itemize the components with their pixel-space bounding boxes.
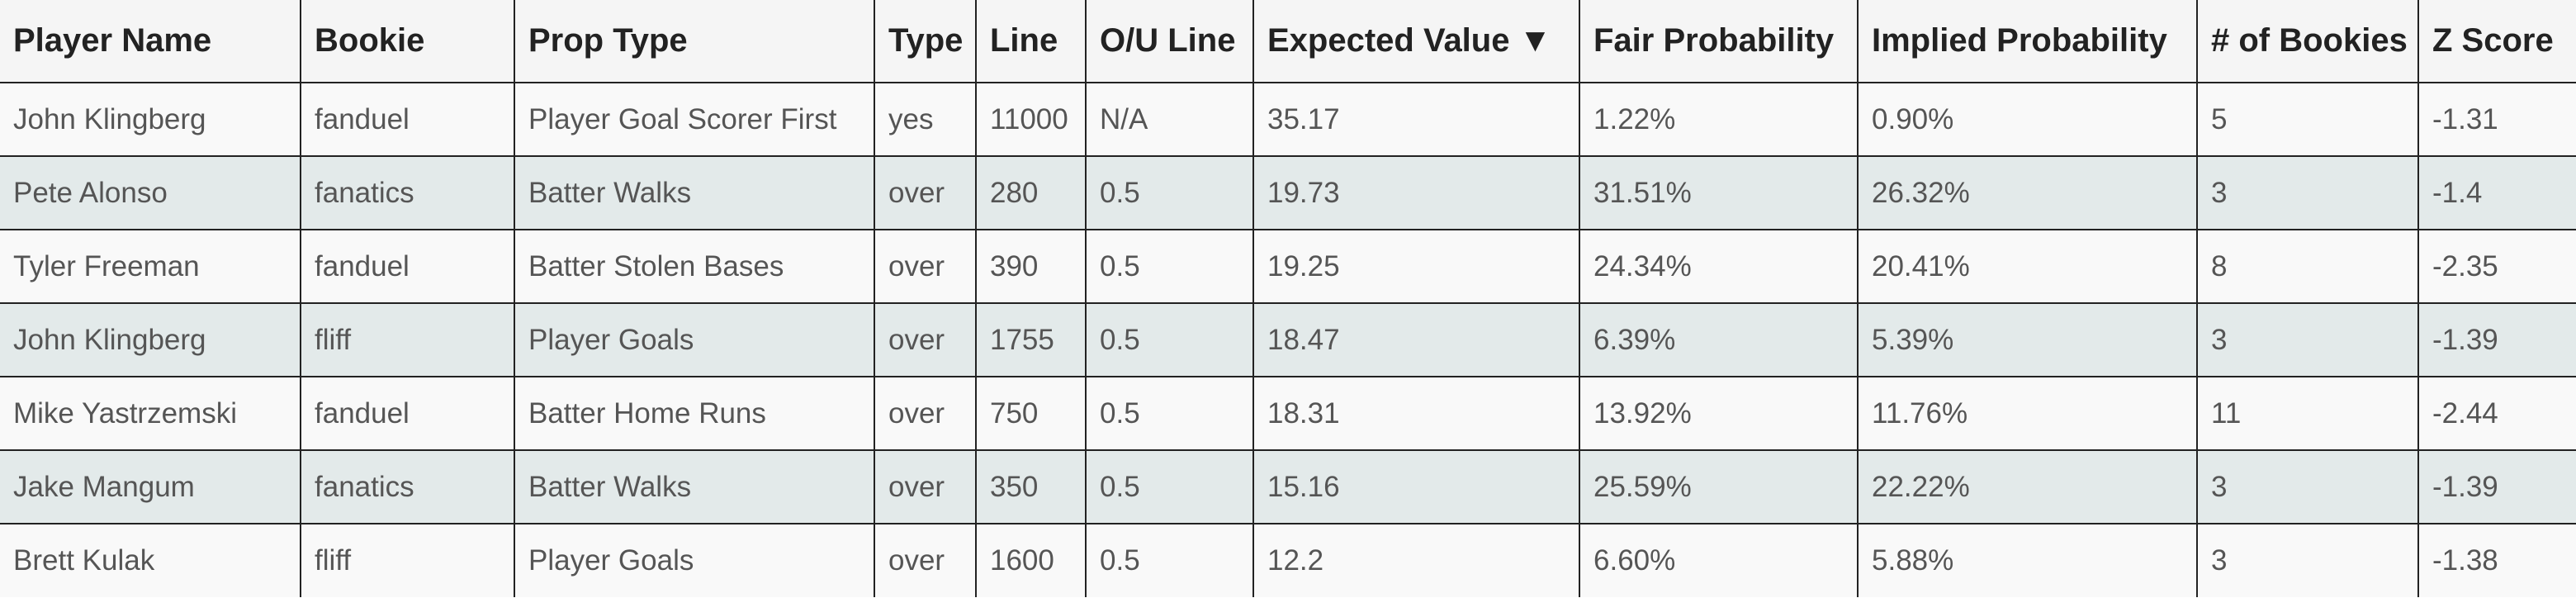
z-score-cell: -1.38 bbox=[2417, 523, 2576, 597]
table-header: Player Name Bookie Prop Type Type Line O… bbox=[0, 0, 2576, 83]
line-cell: 1755 bbox=[975, 302, 1087, 377]
expected-value-cell: 12.2 bbox=[1252, 523, 1580, 597]
expected-value-cell: 35.17 bbox=[1252, 82, 1580, 157]
bookie-cell: fanduel bbox=[300, 229, 515, 304]
prop-type-cell: Batter Home Runs bbox=[514, 376, 875, 451]
bookie-cell: fanatics bbox=[300, 449, 515, 524]
table-row: Pete Alonso fanatics Batter Walks over 280 0.… bbox=[0, 155, 2576, 230]
fair-probability-cell: 13.92% bbox=[1579, 376, 1859, 451]
line-cell: 1600 bbox=[975, 523, 1087, 597]
type-cell: over bbox=[874, 155, 977, 230]
z-score-cell: -1.39 bbox=[2417, 302, 2576, 377]
type-cell: over bbox=[874, 523, 977, 597]
fair-probability-cell: 31.51% bbox=[1579, 155, 1859, 230]
num-bookies-cell: 3 bbox=[2196, 155, 2419, 230]
player-name-cell: Tyler Freeman bbox=[0, 229, 301, 304]
prop-type-cell: Player Goals bbox=[514, 302, 875, 377]
prop-type-cell: Batter Walks bbox=[514, 155, 875, 230]
player-name-cell: Pete Alonso bbox=[0, 155, 301, 230]
ou-line-cell: 0.5 bbox=[1085, 229, 1254, 304]
num-bookies-cell: 3 bbox=[2196, 302, 2419, 377]
player-name-cell: John Klingberg bbox=[0, 302, 301, 377]
implied-probability-cell: 20.41% bbox=[1857, 229, 2198, 304]
bookie-cell: fliff bbox=[300, 302, 515, 377]
table-row: Tyler Freeman fanduel Batter Stolen Bases o… bbox=[0, 229, 2576, 304]
z-score-cell: -1.39 bbox=[2417, 449, 2576, 524]
line-cell: 280 bbox=[975, 155, 1087, 230]
table-row: John Klingberg fliff Player Goals over 1755 0… bbox=[0, 302, 2576, 377]
num-bookies-cell: 11 bbox=[2196, 376, 2419, 451]
implied-probability-cell: 22.22% bbox=[1857, 449, 2198, 524]
fair-probability-cell: 6.39% bbox=[1579, 302, 1859, 377]
expected-value-cell: 18.47 bbox=[1252, 302, 1580, 377]
implied-probability-cell: 26.32% bbox=[1857, 155, 2198, 230]
ou-line-cell: 0.5 bbox=[1085, 523, 1254, 597]
ou-line-cell: 0.5 bbox=[1085, 376, 1254, 451]
column-header-num-bookies[interactable]: # of Bookies bbox=[2196, 0, 2419, 83]
column-header-ou-line[interactable]: O/U Line bbox=[1085, 0, 1254, 83]
ou-line-cell: 0.5 bbox=[1085, 155, 1254, 230]
implied-probability-cell: 11.76% bbox=[1857, 376, 2198, 451]
prop-type-cell: Batter Stolen Bases bbox=[514, 229, 875, 304]
ou-line-cell: 0.5 bbox=[1085, 449, 1254, 524]
column-header-bookie[interactable]: Bookie bbox=[300, 0, 515, 83]
num-bookies-cell: 5 bbox=[2196, 82, 2419, 157]
num-bookies-cell: 3 bbox=[2196, 449, 2419, 524]
column-header-prop-type[interactable]: Prop Type bbox=[514, 0, 875, 83]
z-score-cell: -1.31 bbox=[2417, 82, 2576, 157]
bookie-cell: fliff bbox=[300, 523, 515, 597]
table-row: Brett Kulak fliff Player Goals over 1600 0.5 1… bbox=[0, 523, 2576, 597]
bookie-cell: fanduel bbox=[300, 376, 515, 451]
table-row: Jake Mangum fanatics Batter Walks over 350 0.… bbox=[0, 449, 2576, 524]
prop-type-cell: Player Goal Scorer First bbox=[514, 82, 875, 157]
z-score-cell: -2.35 bbox=[2417, 229, 2576, 304]
num-bookies-cell: 3 bbox=[2196, 523, 2419, 597]
column-header-player-name[interactable]: Player Name bbox=[0, 0, 301, 83]
type-cell: over bbox=[874, 376, 977, 451]
z-score-cell: -2.44 bbox=[2417, 376, 2576, 451]
type-cell: yes bbox=[874, 82, 977, 157]
prop-type-cell: Batter Walks bbox=[514, 449, 875, 524]
implied-probability-cell: 0.90% bbox=[1857, 82, 2198, 157]
expected-value-cell: 19.73 bbox=[1252, 155, 1580, 230]
line-cell: 11000 bbox=[975, 82, 1087, 157]
column-header-expected-value[interactable]: Expected Value ▼ bbox=[1252, 0, 1580, 83]
implied-probability-cell: 5.39% bbox=[1857, 302, 2198, 377]
type-cell: over bbox=[874, 302, 977, 377]
ou-line-cell: N/A bbox=[1085, 82, 1254, 157]
bookie-cell: fanduel bbox=[300, 82, 515, 157]
expected-value-cell: 19.25 bbox=[1252, 229, 1580, 304]
prop-type-cell: Player Goals bbox=[514, 523, 875, 597]
column-header-type[interactable]: Type bbox=[874, 0, 977, 83]
type-cell: over bbox=[874, 229, 977, 304]
expected-value-cell: 18.31 bbox=[1252, 376, 1580, 451]
table-row: John Klingberg fanduel Player Goal Scorer … bbox=[0, 82, 2576, 157]
column-header-implied-probability[interactable]: Implied Probability bbox=[1857, 0, 2198, 83]
num-bookies-cell: 8 bbox=[2196, 229, 2419, 304]
z-score-cell: -1.4 bbox=[2417, 155, 2576, 230]
line-cell: 750 bbox=[975, 376, 1087, 451]
column-header-line[interactable]: Line bbox=[975, 0, 1087, 83]
player-name-cell: Mike Yastrzemski bbox=[0, 376, 301, 451]
fair-probability-cell: 24.34% bbox=[1579, 229, 1859, 304]
player-name-cell: Jake Mangum bbox=[0, 449, 301, 524]
fair-probability-cell: 25.59% bbox=[1579, 449, 1859, 524]
bookie-cell: fanatics bbox=[300, 155, 515, 230]
header-row: Player Name Bookie Prop Type Type Line O… bbox=[0, 0, 2576, 83]
column-header-fair-probability[interactable]: Fair Probability bbox=[1579, 0, 1859, 83]
line-cell: 390 bbox=[975, 229, 1087, 304]
table-row: Mike Yastrzemski fanduel Batter Home Runs o… bbox=[0, 376, 2576, 451]
player-name-cell: John Klingberg bbox=[0, 82, 301, 157]
table-body: John Klingberg fanduel Player Goal Scorer … bbox=[0, 82, 2576, 597]
fair-probability-cell: 6.60% bbox=[1579, 523, 1859, 597]
expected-value-cell: 15.16 bbox=[1252, 449, 1580, 524]
implied-probability-cell: 5.88% bbox=[1857, 523, 2198, 597]
column-header-z-score[interactable]: Z Score bbox=[2417, 0, 2576, 83]
type-cell: over bbox=[874, 449, 977, 524]
fair-probability-cell: 1.22% bbox=[1579, 82, 1859, 157]
ou-line-cell: 0.5 bbox=[1085, 302, 1254, 377]
player-name-cell: Brett Kulak bbox=[0, 523, 301, 597]
line-cell: 350 bbox=[975, 449, 1087, 524]
